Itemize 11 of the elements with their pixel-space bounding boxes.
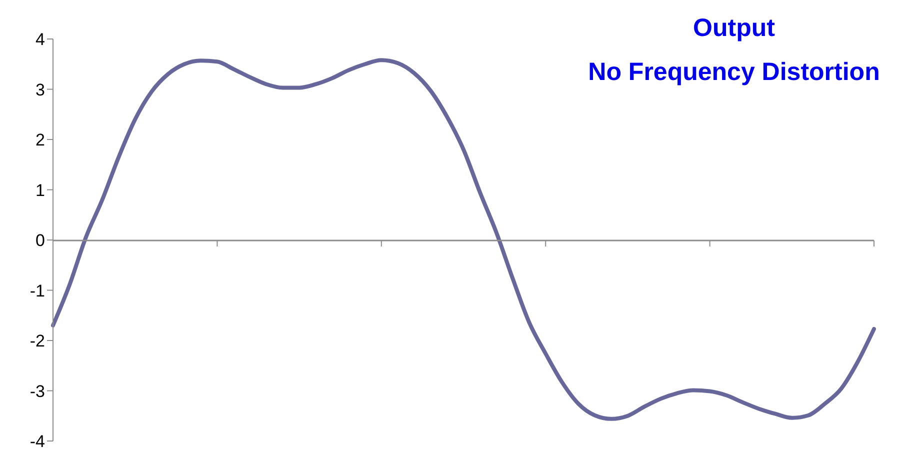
y-tick-label: -2	[30, 332, 45, 351]
chart-title: Output	[692, 13, 776, 44]
y-tick-label: 2	[36, 130, 45, 150]
y-tick-label: 0	[36, 231, 45, 250]
y-tick-label: -4	[30, 432, 45, 451]
text: No Frequency Distortion	[587, 57, 881, 88]
y-tick-label: 3	[36, 80, 45, 100]
y-tick-label: 1	[36, 180, 45, 200]
y-tick-label: -1	[30, 281, 45, 300]
y-tick-label: 4	[36, 30, 45, 50]
y-tick-label: -3	[30, 382, 45, 401]
